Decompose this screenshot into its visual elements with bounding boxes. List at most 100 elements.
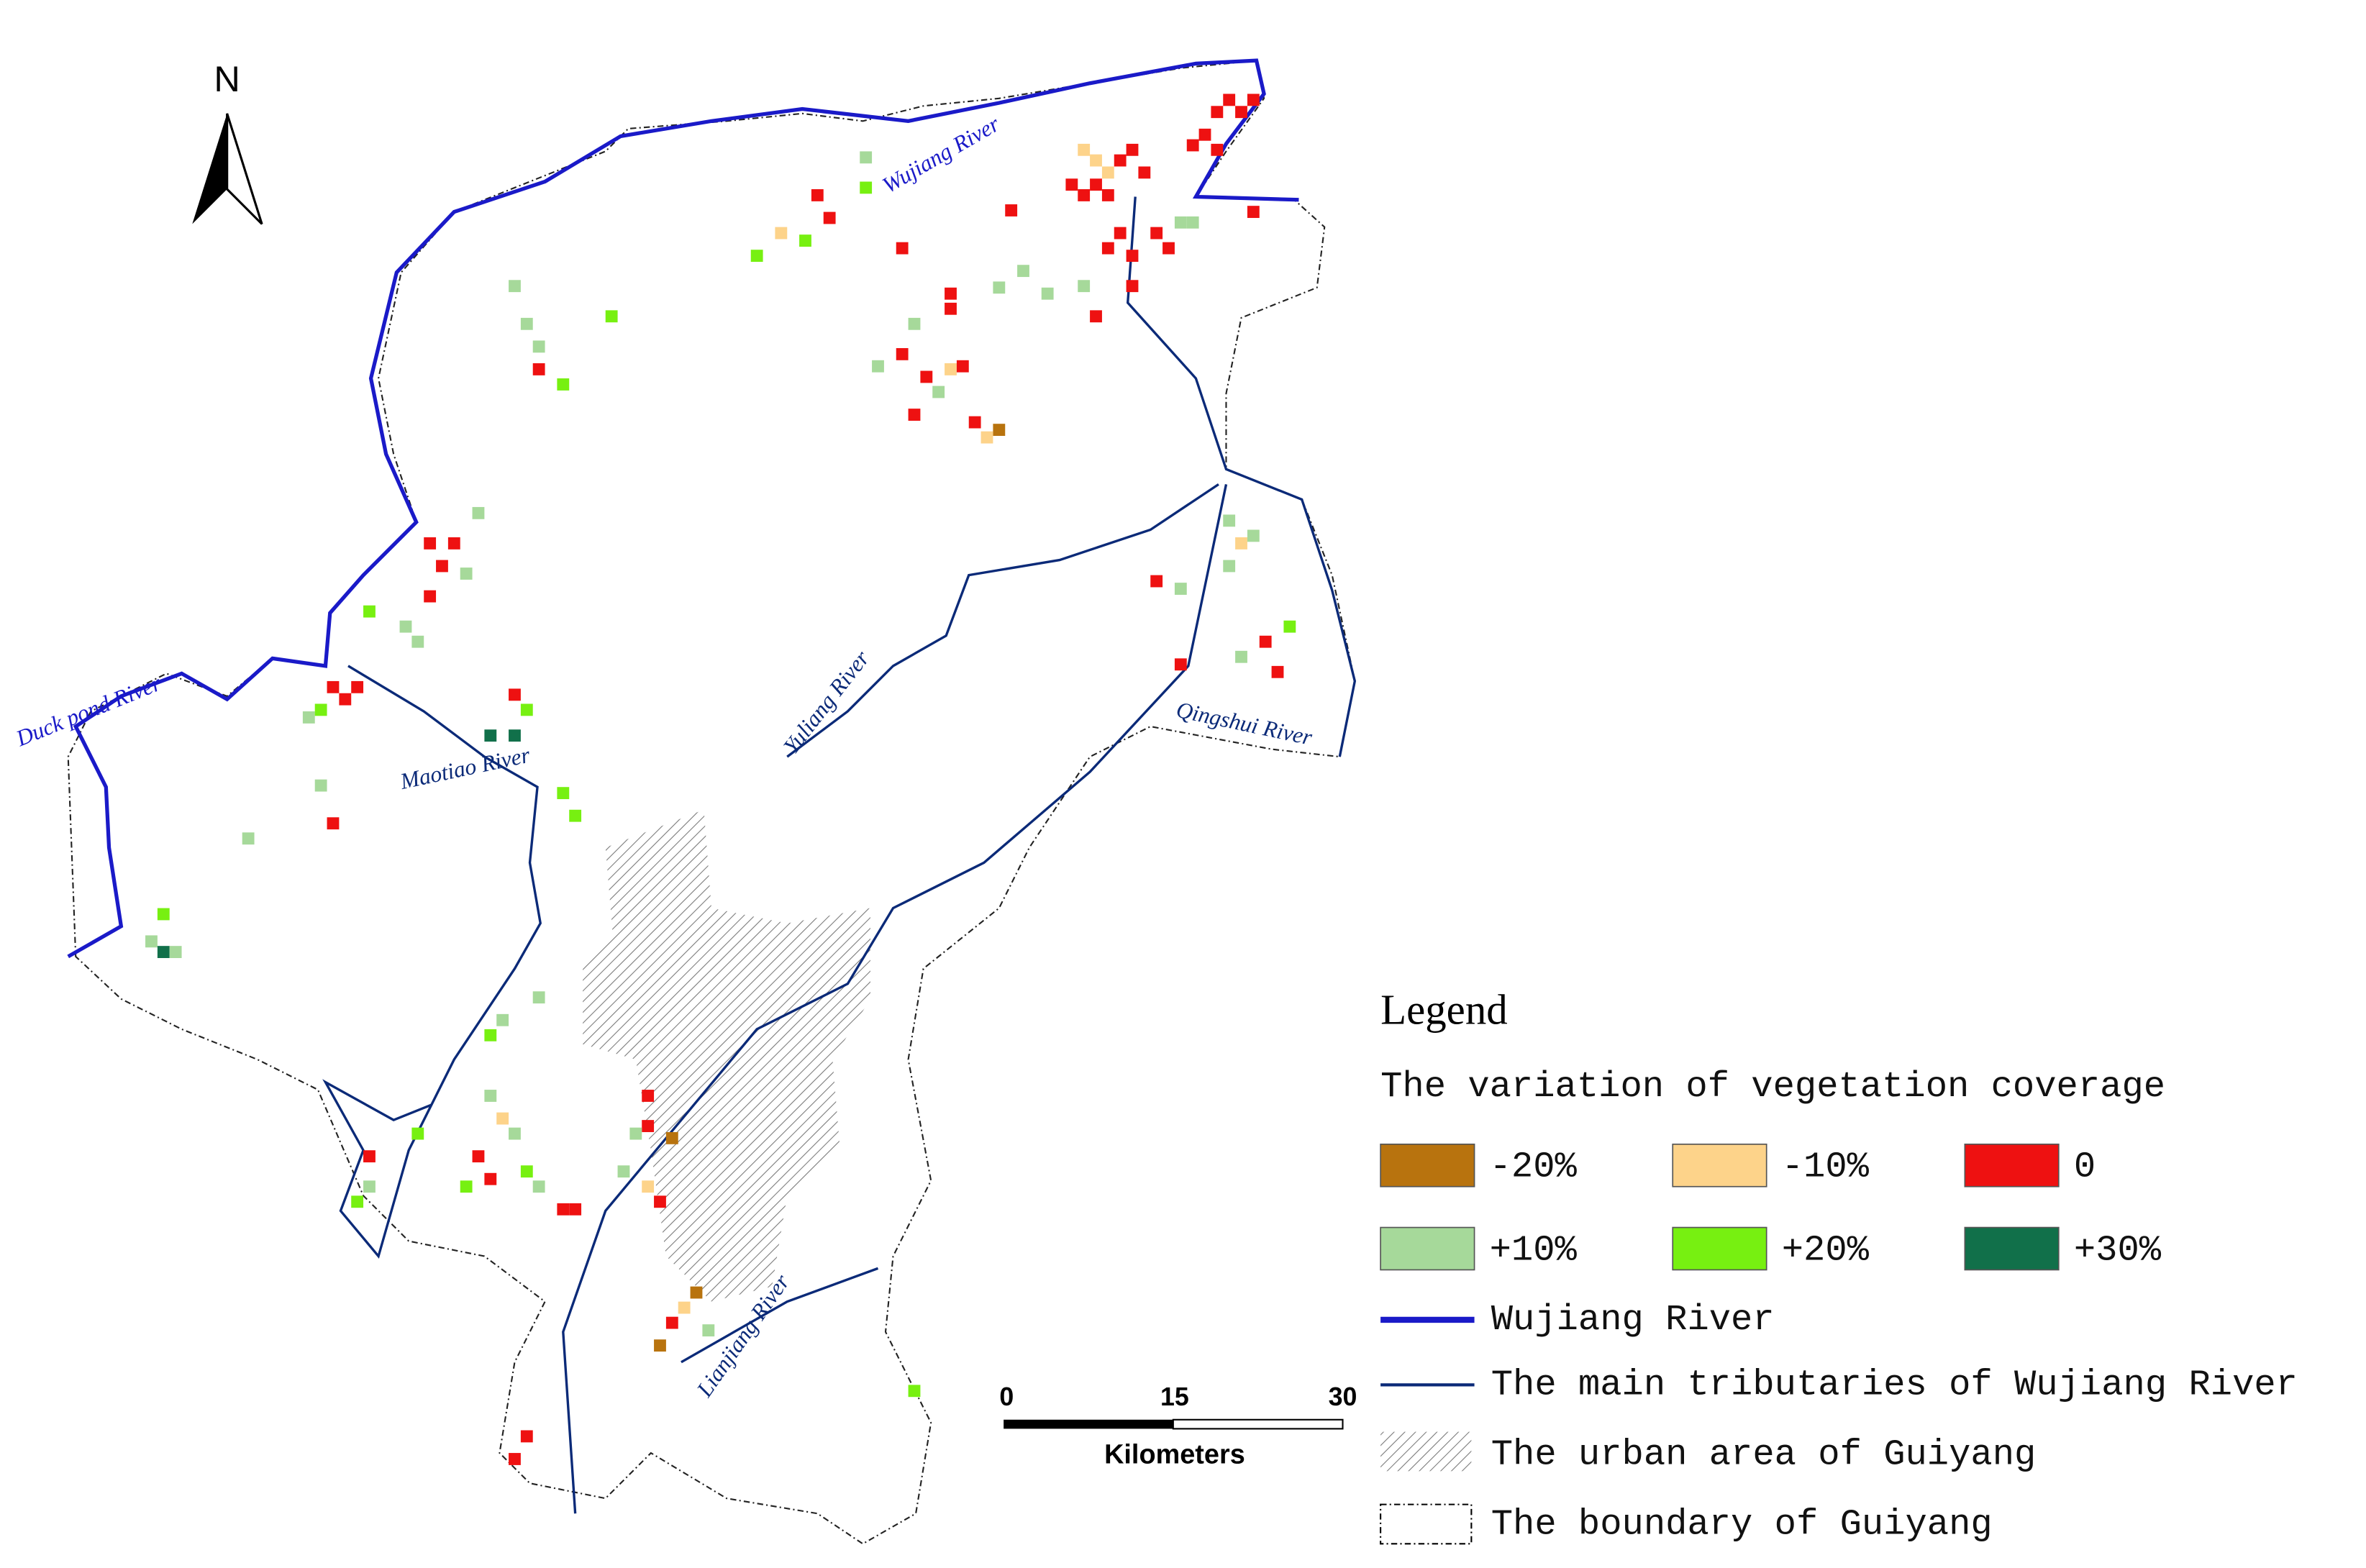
vegetation-cell [509, 280, 521, 293]
vegetation-cell [157, 908, 170, 921]
vegetation-cell [557, 1203, 570, 1216]
vegetation-cell [860, 151, 873, 164]
vegetation-cell [532, 1180, 545, 1193]
vegetation-cell [1211, 143, 1224, 156]
vegetation-cell [509, 688, 521, 701]
vegetation-cell [314, 779, 327, 792]
vegetation-cell [484, 1172, 497, 1185]
vegetation-cell [1126, 280, 1139, 293]
vegetation-cell [169, 946, 182, 958]
vegetation-cell [642, 1120, 655, 1132]
vegetation-cell [411, 1127, 424, 1140]
vegetation-cell [1138, 166, 1151, 179]
vegetation-cell [472, 1150, 485, 1163]
vegetation-cell [1090, 310, 1102, 323]
legend-label: Wujiang River [1491, 1300, 1775, 1341]
vegetation-cell [460, 1180, 473, 1193]
legend-hatch [1380, 1431, 1472, 1472]
vegetation-cell [532, 340, 545, 353]
vegetation-cell [1271, 665, 1284, 678]
vegetation-cell [509, 1453, 521, 1465]
tributary [562, 484, 1228, 1514]
scale-tick-label: 30 [1329, 1382, 1357, 1411]
vegetation-cell [145, 935, 158, 948]
vegetation-cell [750, 250, 763, 263]
legend-label: +30% [2074, 1230, 2162, 1271]
legend-label: +20% [1782, 1230, 1870, 1271]
vegetation-cell [1223, 514, 1236, 527]
vegetation-cell [702, 1324, 715, 1337]
vegetation-cell [569, 809, 582, 822]
vegetation-cell [1090, 154, 1102, 167]
vegetation-cell [363, 1150, 376, 1163]
vegetation-cell [363, 1180, 376, 1193]
vegetation-cell [1235, 537, 1247, 550]
vegetation-cell [1017, 265, 1029, 278]
vegetation-cell [351, 680, 364, 693]
vegetation-cell [1090, 178, 1102, 191]
boundary [67, 60, 1356, 1545]
river-label: Wujiang River [878, 111, 1004, 198]
tributary [322, 665, 542, 1259]
vegetation-cell [157, 946, 170, 958]
vegetation-cell [1247, 206, 1260, 219]
vegetation-cell [1259, 635, 1272, 648]
north-arrow: N [192, 58, 263, 225]
vegetation-cell [1235, 106, 1247, 119]
vegetation-cell [1247, 529, 1260, 542]
vegetation-cell [460, 568, 473, 580]
vegetation-cell [908, 409, 921, 421]
wujiang-river [67, 58, 1299, 959]
vegetation-cell [484, 729, 497, 742]
vegetation-cell [1211, 106, 1224, 119]
vegetation-cell [1283, 620, 1296, 633]
vegetation-cell [665, 1131, 678, 1144]
vegetation-cell [860, 181, 873, 194]
vegetation-cell [1041, 287, 1054, 300]
vegetation-cell [1174, 583, 1187, 595]
vegetation-cell [472, 506, 485, 519]
vegetation-cell [665, 1316, 678, 1329]
vegetation-cell [945, 302, 957, 315]
vegetation-cell [424, 590, 437, 603]
vegetation-cell [1101, 166, 1114, 179]
vegetation-cell [557, 787, 570, 800]
vegetation-cell [1198, 128, 1211, 141]
vegetation-cell [1126, 250, 1139, 263]
legend-swatch [1964, 1226, 2060, 1271]
vegetation-cell [1114, 154, 1127, 167]
vegetation-cell [872, 360, 884, 373]
legend-subtitle: The variation of vegetation coverage [1380, 1067, 2165, 1108]
vegetation-cell [908, 1385, 921, 1398]
legend-swatch [1964, 1143, 2060, 1188]
vegetation-cell [799, 234, 811, 247]
vegetation-cell [520, 703, 533, 716]
legend-swatch [1672, 1226, 1767, 1271]
vegetation-cell [1078, 143, 1091, 156]
vegetation-cell [993, 424, 1006, 437]
vegetation-cell [1114, 227, 1127, 240]
vegetation-cell [1247, 94, 1260, 106]
tributary [786, 483, 1219, 758]
legend-label: -10% [1782, 1147, 1870, 1188]
river-label: Maotiao River [397, 742, 532, 794]
vegetation-cell [557, 378, 570, 391]
legend-swatch [1380, 1143, 1475, 1188]
vegetation-cell [956, 360, 969, 373]
vegetation-cell [351, 1195, 364, 1208]
vegetation-cell [1162, 242, 1175, 255]
legend-title: Legend [1380, 986, 1508, 1033]
vegetation-cell [532, 363, 545, 375]
vegetation-cell [399, 620, 412, 633]
vegetation-cell [1235, 650, 1247, 663]
legend-label: The main tributaries of Wujiang River [1491, 1365, 2298, 1406]
vegetation-cell [242, 832, 255, 845]
vegetation-cell [327, 680, 340, 693]
vegetation-cell [980, 431, 993, 444]
legend: Legend The variation of vegetation cover… [1380, 986, 2298, 1545]
scale-segment [1172, 1418, 1344, 1430]
vegetation-cell [509, 1127, 521, 1140]
vegetation-cell [932, 386, 945, 398]
vegetation-cell [629, 1127, 642, 1140]
legend-boundary [1380, 1503, 1473, 1545]
